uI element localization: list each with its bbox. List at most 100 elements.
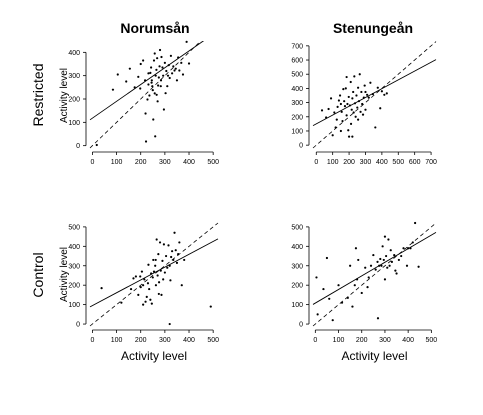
y-tick-label: 500 bbox=[291, 72, 303, 79]
data-point bbox=[148, 287, 151, 291]
x-tick-label: 500 bbox=[207, 337, 219, 344]
data-point bbox=[376, 317, 380, 320]
data-point bbox=[411, 241, 414, 244]
regression-line bbox=[89, 238, 219, 308]
data-point bbox=[345, 75, 348, 79]
data-point bbox=[353, 284, 356, 287]
data-point bbox=[389, 249, 392, 252]
x-tick-label: 300 bbox=[360, 159, 372, 166]
data-point bbox=[381, 245, 384, 248]
data-point bbox=[140, 270, 144, 273]
data-point bbox=[388, 264, 391, 267]
data-point bbox=[160, 293, 163, 297]
data-point bbox=[351, 135, 354, 138]
row-title-restricted: Restricted bbox=[30, 63, 46, 126]
data-point bbox=[341, 119, 344, 123]
data-point bbox=[175, 79, 179, 82]
data-point bbox=[157, 76, 160, 79]
data-point bbox=[157, 292, 160, 296]
regression-line bbox=[312, 231, 437, 305]
one-to-one-line bbox=[89, 41, 202, 149]
data-point bbox=[155, 238, 158, 241]
data-point bbox=[337, 99, 341, 102]
data-point bbox=[154, 135, 157, 138]
data-point bbox=[175, 261, 179, 264]
scatter-panel-stenungean-restricted: 0 100 200 300 400 500 600 700 0 100 200 300 400 500 60… bbox=[291, 41, 437, 166]
data-point bbox=[146, 98, 149, 101]
data-point bbox=[187, 62, 191, 65]
x-tick-label: 200 bbox=[135, 337, 147, 344]
data-point bbox=[172, 65, 175, 68]
data-point bbox=[125, 80, 128, 83]
data-point bbox=[357, 86, 360, 89]
data-point bbox=[173, 231, 176, 234]
data-point bbox=[172, 258, 175, 262]
data-point bbox=[111, 88, 115, 91]
scatter-panel-norumsan-control: 0 100 200 300 400 500 0 100 200 300 400 500 Activity… bbox=[59, 222, 219, 363]
data-point bbox=[166, 74, 170, 77]
data-point bbox=[162, 74, 165, 77]
y-tick-label: 100 bbox=[68, 302, 80, 309]
data-point bbox=[181, 73, 185, 76]
data-point bbox=[351, 97, 354, 100]
data-point bbox=[173, 69, 176, 72]
data-point bbox=[152, 59, 156, 62]
y-tick-label: 0 bbox=[299, 322, 303, 329]
data-point bbox=[120, 301, 123, 304]
data-point bbox=[340, 301, 344, 304]
data-point bbox=[142, 284, 145, 287]
data-point bbox=[407, 247, 410, 250]
data-point bbox=[166, 85, 169, 88]
data-point bbox=[342, 88, 345, 91]
data-point bbox=[349, 80, 352, 84]
one-to-one-line bbox=[89, 222, 219, 327]
data-point bbox=[409, 247, 412, 250]
regression-line bbox=[89, 41, 205, 121]
x-tick-label: 200 bbox=[135, 159, 147, 166]
data-point bbox=[355, 278, 359, 281]
data-point bbox=[366, 286, 369, 289]
data-point bbox=[320, 109, 324, 112]
data-point bbox=[390, 260, 394, 263]
data-point bbox=[177, 252, 180, 256]
data-point bbox=[379, 107, 382, 110]
x-tick-label: 100 bbox=[327, 159, 339, 166]
data-point bbox=[150, 79, 153, 82]
scatter-panel-norumsan-restricted: 0 100 200 300 400 0 100 200 300 400 500 Activity le… bbox=[59, 40, 219, 166]
data-point bbox=[168, 76, 171, 80]
x-axis-label: Activity level bbox=[341, 349, 407, 363]
data-point bbox=[347, 129, 350, 132]
data-point bbox=[361, 113, 365, 116]
data-point bbox=[333, 111, 336, 114]
data-point bbox=[157, 252, 160, 256]
data-point bbox=[151, 276, 154, 279]
data-point bbox=[143, 278, 146, 281]
data-point bbox=[337, 284, 340, 287]
data-point bbox=[161, 259, 164, 262]
x-tick-label: 400 bbox=[376, 159, 388, 166]
data-point bbox=[168, 322, 171, 326]
data-point bbox=[167, 64, 170, 67]
data-point bbox=[350, 108, 353, 111]
data-point bbox=[180, 61, 183, 64]
data-point bbox=[359, 110, 362, 113]
data-point bbox=[159, 269, 162, 272]
data-point bbox=[154, 258, 157, 262]
data-point bbox=[371, 92, 374, 96]
x-tick-label: 500 bbox=[426, 337, 438, 344]
data-point bbox=[329, 97, 333, 100]
data-point bbox=[383, 278, 387, 281]
data-point bbox=[166, 266, 169, 269]
data-point bbox=[335, 118, 338, 121]
data-point bbox=[386, 266, 389, 269]
data-point bbox=[402, 247, 405, 250]
data-point bbox=[405, 264, 409, 267]
data-point bbox=[352, 111, 355, 114]
data-point bbox=[357, 258, 360, 262]
data-point bbox=[163, 61, 166, 64]
data-point bbox=[151, 89, 154, 92]
data-point bbox=[354, 115, 357, 118]
y-tick-label: 100 bbox=[291, 302, 303, 309]
data-point bbox=[362, 96, 365, 99]
data-point bbox=[169, 279, 172, 282]
